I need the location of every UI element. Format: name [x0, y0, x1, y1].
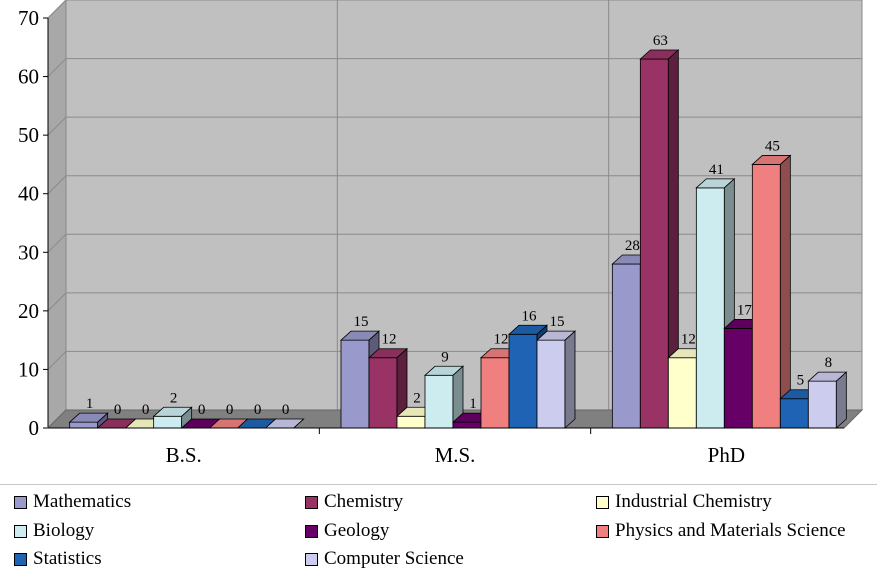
bar [368, 357, 398, 429]
legend-swatch [305, 495, 318, 509]
data-label: 1 [86, 396, 94, 412]
gridline [47, 116, 862, 136]
data-label: 45 [765, 138, 780, 154]
y-tick-label: 70 [18, 6, 39, 30]
legend-swatch [14, 552, 27, 566]
legend-label: Chemistry [324, 491, 404, 512]
y-tick-label: 0 [29, 416, 40, 440]
bar [695, 187, 725, 429]
bar [396, 415, 426, 429]
legend-item: Mathematics [14, 491, 131, 513]
legend-swatch [596, 495, 609, 509]
x-category-label: B.S. [166, 443, 202, 467]
bar [807, 380, 837, 429]
data-label: 1 [469, 396, 477, 412]
y-tick-label: 20 [18, 299, 39, 323]
legend-item: Industrial Chemistry [596, 491, 772, 513]
bar [452, 421, 482, 429]
legend: Mathematics Chemistry Industrial Chemistry… [0, 484, 877, 570]
data-label: 0 [142, 402, 150, 418]
gridline [47, 0, 862, 19]
data-label: 9 [441, 349, 449, 365]
bar [340, 339, 370, 429]
data-label: 15 [550, 314, 565, 330]
legend-label: Geology [324, 520, 390, 541]
data-label: 16 [522, 308, 538, 324]
bar-side [779, 154, 791, 429]
bar [667, 357, 697, 429]
legend-swatch [14, 495, 27, 509]
data-label: 12 [382, 332, 397, 348]
data-label: 0 [282, 402, 290, 418]
legend-label: Statistics [33, 548, 102, 569]
legend-swatch [596, 524, 609, 538]
legend-swatch [14, 524, 27, 538]
gridline [47, 350, 862, 370]
data-label: 2 [413, 390, 421, 406]
x-category-label: PhD [708, 443, 745, 467]
y-tick-label: 10 [18, 357, 39, 381]
bar-side [835, 371, 847, 429]
bars [68, 49, 848, 429]
legend-label: Industrial Chemistry [615, 491, 772, 512]
bar [639, 58, 669, 429]
bar [69, 421, 99, 429]
bar [153, 415, 183, 429]
data-label: 63 [653, 33, 668, 49]
data-label: 8 [825, 355, 833, 371]
data-label: 0 [254, 402, 262, 418]
legend-item: Statistics [14, 548, 102, 570]
legend-item: Chemistry [305, 491, 403, 513]
data-label: 0 [114, 402, 122, 418]
bar [779, 398, 809, 429]
bar-side [293, 418, 304, 429]
x-category-label: M.S. [435, 443, 476, 467]
data-label: 2 [170, 390, 178, 406]
gridline [47, 292, 862, 312]
side-wall [47, 0, 67, 430]
legend-item: Biology [14, 520, 94, 542]
data-label: 5 [797, 373, 805, 389]
legend-label: Computer Science [324, 548, 464, 569]
bar [480, 357, 510, 429]
y-tick-label: 50 [18, 123, 39, 147]
bar [508, 333, 538, 429]
legend-label: Biology [33, 520, 95, 541]
bar [536, 339, 566, 429]
x-axis: B.S. M.S. PhD [48, 427, 844, 467]
data-labels: 1 0 0 2 0 0 0 0 15 12 2 9 1 12 16 15 28 63 12 41 17 45 5 8 [86, 33, 832, 418]
data-label: 0 [198, 402, 206, 418]
data-label: 41 [709, 162, 724, 178]
legend-item: Physics and Materials Science [596, 520, 846, 542]
data-label: 0 [226, 402, 234, 418]
gridline [47, 58, 862, 77]
gridline [47, 233, 862, 253]
data-label: 17 [737, 302, 753, 318]
legend-item: Computer Science [305, 548, 464, 570]
gridlines [47, 0, 862, 429]
data-label: 28 [625, 238, 640, 254]
gridline [47, 175, 862, 195]
legend-swatch [305, 552, 318, 566]
bar [424, 374, 454, 429]
legend-swatch [305, 524, 318, 538]
y-tick-label: 30 [18, 240, 39, 264]
legend-label: Physics and Materials Science [615, 520, 846, 541]
bar [751, 164, 781, 429]
y-tick-label: 40 [18, 182, 39, 206]
y-tick-label: 60 [18, 65, 39, 89]
bar-side [564, 330, 576, 429]
data-label: 15 [354, 314, 369, 330]
bar [611, 263, 641, 429]
y-axis: 0 10 20 30 40 50 60 70 [18, 6, 49, 440]
legend-item: Geology [305, 520, 389, 542]
legend-label: Mathematics [33, 491, 132, 512]
data-label: 12 [681, 332, 696, 348]
data-label: 12 [494, 332, 509, 348]
bar [723, 328, 753, 429]
